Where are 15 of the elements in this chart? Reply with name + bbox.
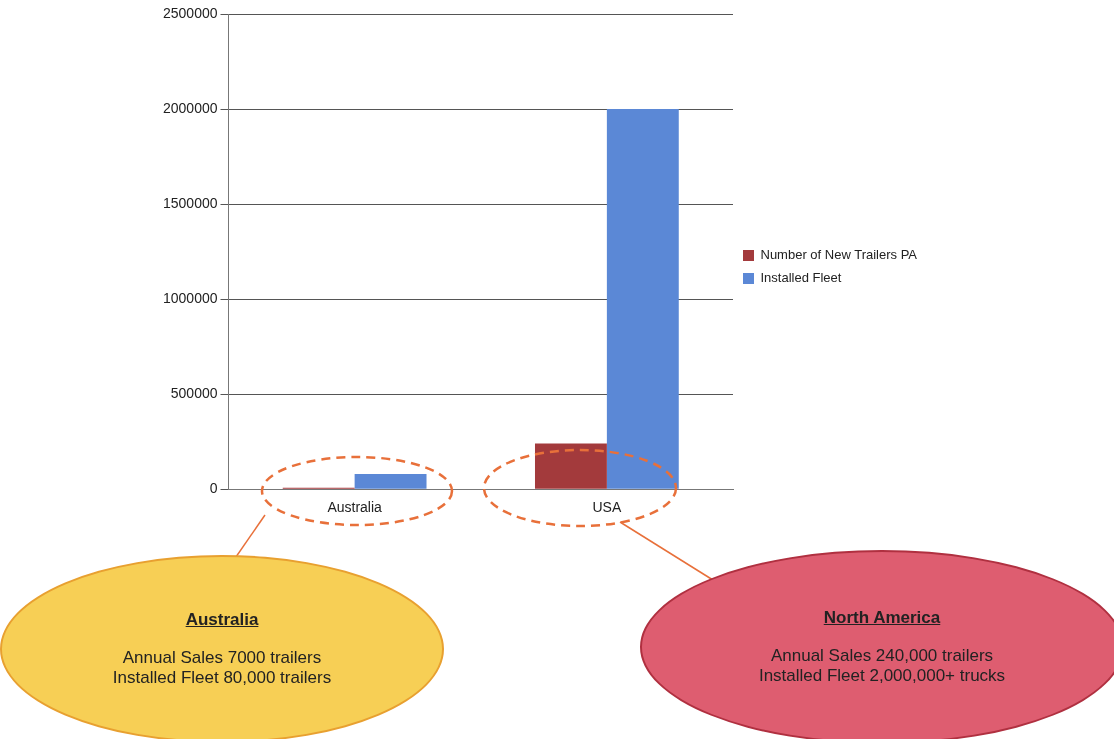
legend-label: Number of New Trailers PA — [760, 247, 918, 263]
bar — [606, 109, 679, 489]
bar — [354, 473, 427, 489]
bar — [534, 443, 607, 489]
x-tick-label: USA — [592, 499, 622, 516]
y-tick-label: 500000 — [170, 385, 218, 402]
oval-shape: North America Annual Sales 240,000 trailers Installed Fleet 2,000,000+ trucks — [640, 550, 1114, 739]
legend-label: Installed Fleet — [760, 270, 842, 286]
y-tick-label: 1500000 — [162, 194, 218, 211]
y-tick-label: 1000000 — [162, 289, 218, 306]
x-tick-label: Australia — [327, 499, 383, 516]
y-tick-label: 2000000 — [162, 99, 218, 116]
y-tick-label: 2500000 — [162, 4, 218, 21]
oval-shape: Australia Annual Sales 7000 trailers Installed Fleet 80,000 trailers — [0, 555, 444, 739]
y-tick-label: 0 — [209, 480, 218, 497]
